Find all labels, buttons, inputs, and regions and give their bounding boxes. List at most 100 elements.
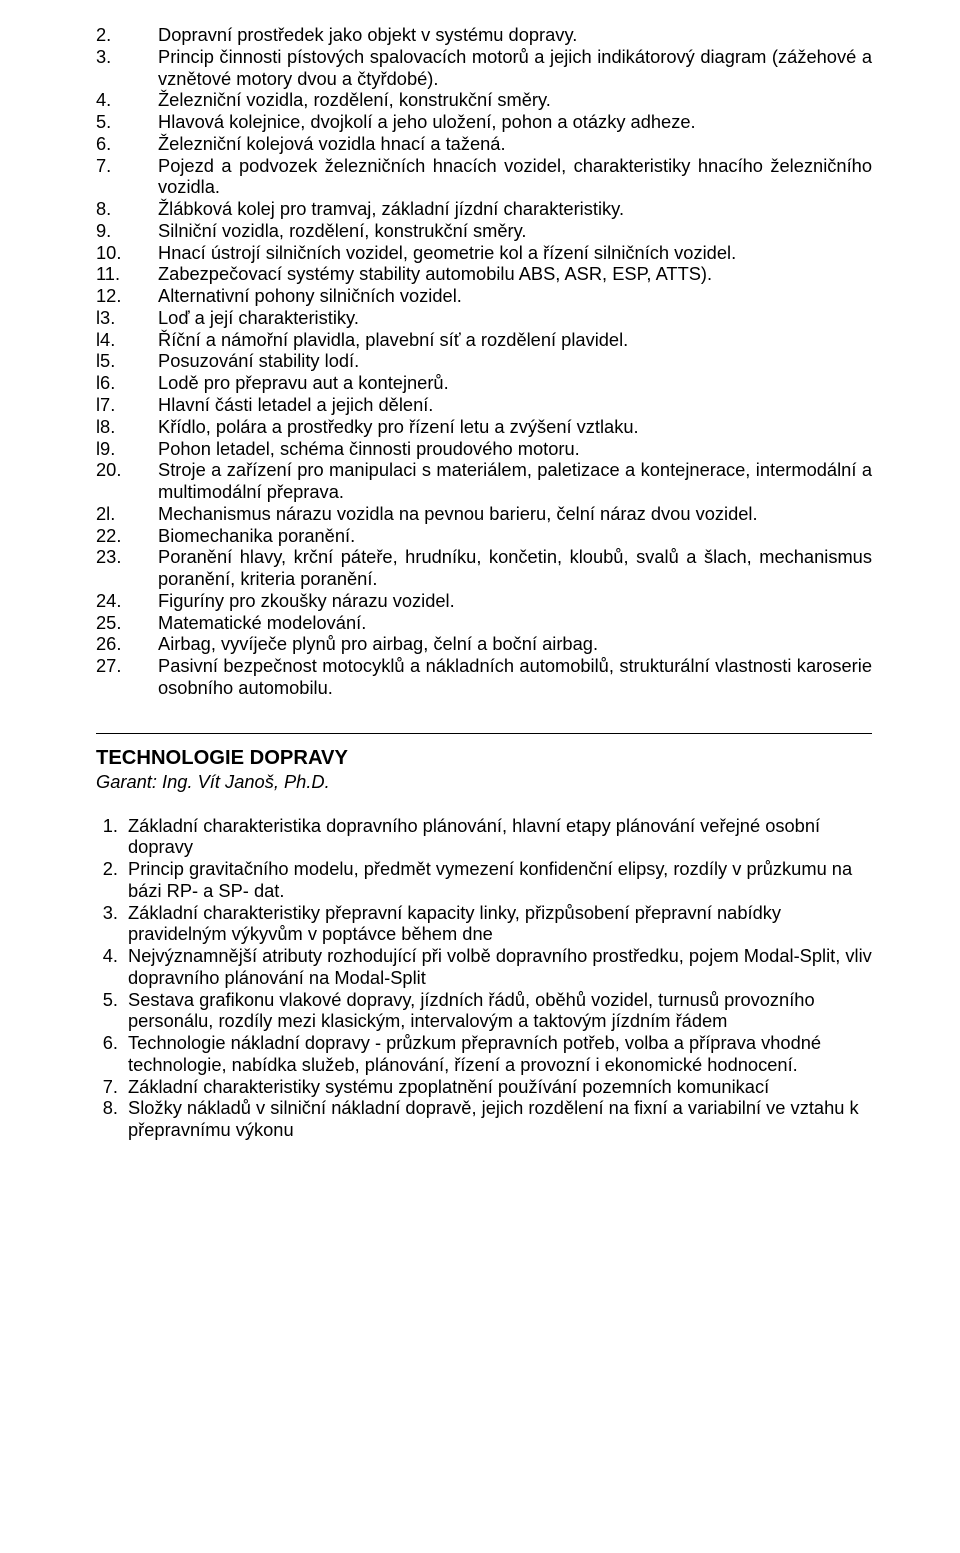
list-item-number: l8. <box>96 416 158 438</box>
list-item: 10.Hnací ústrojí silničních vozidel, geo… <box>96 242 872 264</box>
main-numbered-list: 2.Dopravní prostředek jako objekt v syst… <box>96 24 872 699</box>
list-item-number: l7. <box>96 394 158 416</box>
sub-numbered-list: 1.Základní charakteristika dopravního pl… <box>96 815 872 1141</box>
list-item-text: Figuríny pro zkoušky nárazu vozidel. <box>158 590 872 612</box>
list-item: 7.Pojezd a podvozek železničních hnacích… <box>96 155 872 199</box>
list-item-text: Silniční vozidla, rozdělení, konstrukční… <box>158 220 872 242</box>
list-item-number: 5. <box>96 989 124 1011</box>
list-item-text: Pojezd a podvozek železničních hnacích v… <box>158 155 872 199</box>
list-item-text: Matematické modelování. <box>158 612 872 634</box>
list-item-number: 8. <box>96 1097 124 1119</box>
list-item-text: Železniční vozidla, rozdělení, konstrukč… <box>158 89 872 111</box>
list-item: 20.Stroje a zařízení pro manipulaci s ma… <box>96 459 872 503</box>
list-item-text: Základní charakteristiky přepravní kapac… <box>124 902 872 946</box>
list-item-number: l3. <box>96 307 158 329</box>
list-item-number: 25. <box>96 612 158 634</box>
list-item-text: Sestava grafikonu vlakové dopravy, jízdn… <box>124 989 872 1033</box>
list-item-number: 11. <box>96 263 158 285</box>
list-item-text: Železniční kolejová vozidla hnací a taže… <box>158 133 872 155</box>
list-item-number: 10. <box>96 242 158 264</box>
list-item-number: 3. <box>96 902 124 924</box>
list-item-text: Poranění hlavy, krční páteře, hrudníku, … <box>158 546 872 590</box>
list-item-text: Hlavová kolejnice, dvojkolí a jeho ulože… <box>158 111 872 133</box>
list-item: 24.Figuríny pro zkoušky nárazu vozidel. <box>96 590 872 612</box>
list-item-number: 8. <box>96 198 158 220</box>
list-item: 12.Alternativní pohony silničních vozide… <box>96 285 872 307</box>
list-item-number: 2l. <box>96 503 158 525</box>
list-item: l5.Posuzování stability lodí. <box>96 350 872 372</box>
list-item: 2l.Mechanismus nárazu vozidla na pevnou … <box>96 503 872 525</box>
list-item: l3.Loď a její charakteristiky. <box>96 307 872 329</box>
list-item: l7.Hlavní části letadel a jejich dělení. <box>96 394 872 416</box>
list-item: 8.Žlábková kolej pro tramvaj, základní j… <box>96 198 872 220</box>
list-item-text: Žlábková kolej pro tramvaj, základní jíz… <box>158 198 872 220</box>
list-item-text: Princip gravitačního modelu, předmět vym… <box>124 858 872 902</box>
list-item: 7.Základní charakteristiky systému zpopl… <box>96 1076 872 1098</box>
list-item-number: 12. <box>96 285 158 307</box>
list-item: 4.Železniční vozidla, rozdělení, konstru… <box>96 89 872 111</box>
document-page: 2.Dopravní prostředek jako objekt v syst… <box>0 0 960 1553</box>
list-item-text: Biomechanika poranění. <box>158 525 872 547</box>
section-title: TECHNOLOGIE DOPRAVY <box>96 746 872 770</box>
list-item: 4.Nejvýznamnější atributy rozhodující př… <box>96 945 872 989</box>
list-item-text: Základní charakteristiky systému zpoplat… <box>124 1076 872 1098</box>
list-item: 2.Princip gravitačního modelu, předmět v… <box>96 858 872 902</box>
list-item-number: 1. <box>96 815 124 837</box>
list-item-number: 2. <box>96 858 124 880</box>
list-item: 27.Pasivní bezpečnost motocyklů a náklad… <box>96 655 872 699</box>
list-item-text: Křídlo, polára a prostředky pro řízení l… <box>158 416 872 438</box>
list-item-number: 24. <box>96 590 158 612</box>
list-item-number: l5. <box>96 350 158 372</box>
list-item-text: Posuzování stability lodí. <box>158 350 872 372</box>
list-item: 23.Poranění hlavy, krční páteře, hrudník… <box>96 546 872 590</box>
list-item-number: 9. <box>96 220 158 242</box>
list-item-text: Mechanismus nárazu vozidla na pevnou bar… <box>158 503 872 525</box>
list-item: 26.Airbag, vyvíječe plynů pro airbag, če… <box>96 633 872 655</box>
list-item: 11.Zabezpečovací systémy stability autom… <box>96 263 872 285</box>
list-item-number: l4. <box>96 329 158 351</box>
list-item-text: Technologie nákladní dopravy - průzkum p… <box>124 1032 872 1076</box>
list-item: l6.Lodě pro přepravu aut a kontejnerů. <box>96 372 872 394</box>
list-item-number: 5. <box>96 111 158 133</box>
list-item-text: Alternativní pohony silničních vozidel. <box>158 285 872 307</box>
list-item-text: Loď a její charakteristiky. <box>158 307 872 329</box>
list-item-text: Říční a námořní plavidla, plavební síť a… <box>158 329 872 351</box>
list-item: 6.Technologie nákladní dopravy - průzkum… <box>96 1032 872 1076</box>
list-item: 5.Sestava grafikonu vlakové dopravy, jíz… <box>96 989 872 1033</box>
list-item-number: 6. <box>96 133 158 155</box>
list-item-text: Lodě pro přepravu aut a kontejnerů. <box>158 372 872 394</box>
list-item-text: Stroje a zařízení pro manipulaci s mater… <box>158 459 872 503</box>
section-divider <box>96 733 872 734</box>
list-item-text: Pasivní bezpečnost motocyklů a nákladníc… <box>158 655 872 699</box>
list-item: 22.Biomechanika poranění. <box>96 525 872 547</box>
list-item-text: Hlavní části letadel a jejich dělení. <box>158 394 872 416</box>
list-item-text: Nejvýznamnější atributy rozhodující při … <box>124 945 872 989</box>
list-item: 9.Silniční vozidla, rozdělení, konstrukč… <box>96 220 872 242</box>
list-item: 6.Železniční kolejová vozidla hnací a ta… <box>96 133 872 155</box>
list-item-text: Princip činnosti pístových spalovacích m… <box>158 46 872 90</box>
list-item-number: l6. <box>96 372 158 394</box>
list-item: 1.Základní charakteristika dopravního pl… <box>96 815 872 859</box>
list-item: 3.Princip činnosti pístových spalovacích… <box>96 46 872 90</box>
list-item-text: Zabezpečovací systémy stability automobi… <box>158 263 872 285</box>
list-item: 5.Hlavová kolejnice, dvojkolí a jeho ulo… <box>96 111 872 133</box>
list-item-text: Dopravní prostředek jako objekt v systém… <box>158 24 872 46</box>
list-item-text: Hnací ústrojí silničních vozidel, geomet… <box>158 242 872 264</box>
list-item-text: Airbag, vyvíječe plynů pro airbag, čelní… <box>158 633 872 655</box>
list-item-number: 26. <box>96 633 158 655</box>
list-item: l4.Říční a námořní plavidla, plavební sí… <box>96 329 872 351</box>
list-item-number: l9. <box>96 438 158 460</box>
list-item: l9.Pohon letadel, schéma činnosti proudo… <box>96 438 872 460</box>
list-item: 2.Dopravní prostředek jako objekt v syst… <box>96 24 872 46</box>
list-item-number: 22. <box>96 525 158 547</box>
list-item-text: Základní charakteristika dopravního plán… <box>124 815 872 859</box>
list-item: 25.Matematické modelování. <box>96 612 872 634</box>
list-item-number: 4. <box>96 89 158 111</box>
list-item-number: 4. <box>96 945 124 967</box>
list-item-number: 2. <box>96 24 158 46</box>
list-item-text: Složky nákladů v silniční nákladní dopra… <box>124 1097 872 1141</box>
list-item-number: 7. <box>96 155 158 177</box>
list-item-number: 20. <box>96 459 158 481</box>
list-item: 3.Základní charakteristiky přepravní kap… <box>96 902 872 946</box>
list-item-number: 23. <box>96 546 158 568</box>
